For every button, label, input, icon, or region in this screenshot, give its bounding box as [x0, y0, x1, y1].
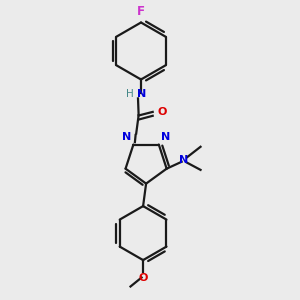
Text: N: N: [137, 89, 146, 100]
Text: N: N: [161, 132, 170, 142]
Text: N: N: [179, 155, 189, 165]
Text: N: N: [122, 132, 131, 142]
Text: O: O: [157, 107, 167, 117]
Text: O: O: [138, 273, 148, 283]
Text: F: F: [137, 5, 145, 18]
Text: H: H: [126, 89, 134, 100]
